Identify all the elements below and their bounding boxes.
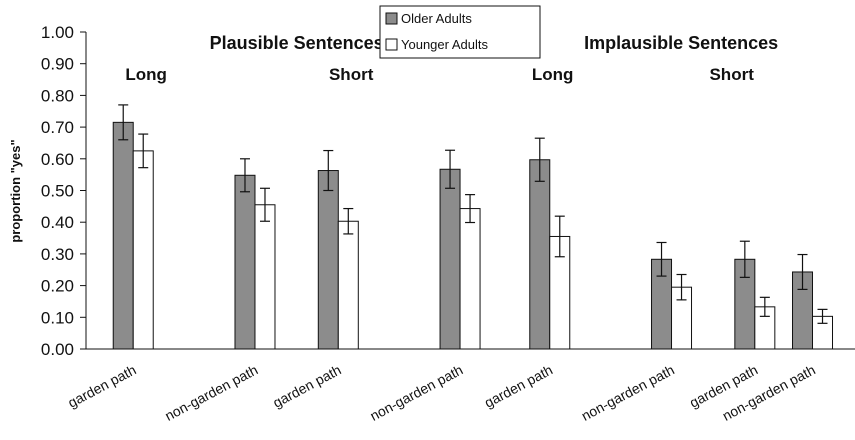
bar-older-3 xyxy=(439,168,461,350)
category-label: non-garden path xyxy=(579,362,677,424)
legend-label-younger-adults: Younger Adults xyxy=(401,37,488,52)
bar-younger-1 xyxy=(254,204,276,350)
bar-older-0 xyxy=(112,121,134,350)
y-tick-label: 0.10 xyxy=(41,308,74,327)
sub-label-short: Short xyxy=(329,65,374,84)
y-tick-label: 0.60 xyxy=(41,150,74,169)
y-tick-label: 0.50 xyxy=(41,182,74,201)
y-tick-label: 0.30 xyxy=(41,245,74,264)
y-tick-label: 0.90 xyxy=(41,55,74,74)
category-label: non-garden path xyxy=(367,362,465,424)
bar-younger-3 xyxy=(459,208,481,350)
legend-box xyxy=(379,5,541,59)
category-label: garden path xyxy=(482,362,555,411)
sub-label-short: Short xyxy=(709,65,754,84)
y-tick-label: 0.70 xyxy=(41,118,74,137)
y-tick-label: 0.40 xyxy=(41,213,74,232)
y-axis: 0.00 0.10 0.20 0.30 0.40 0.50 0.60 0.70 0.80 0.90… xyxy=(41,23,855,359)
category-label: non-garden path xyxy=(162,362,260,424)
error-bars xyxy=(118,104,828,324)
bar-younger-2 xyxy=(337,220,359,350)
bar-older-2 xyxy=(317,170,339,350)
category-label: garden path xyxy=(270,362,343,411)
bar-older-1 xyxy=(234,174,256,350)
y-tick-label: 0.20 xyxy=(41,277,74,296)
group-label-plausible: Plausible Sentences xyxy=(210,33,384,53)
x-axis-labels: garden path non-garden path garden path non… xyxy=(65,362,818,424)
legend-swatch-older-adults xyxy=(385,12,398,25)
group-label-implausible: Implausible Sentences xyxy=(584,33,778,53)
bar-younger-0 xyxy=(132,150,154,350)
y-axis-title: proportion "yes" xyxy=(8,139,23,242)
y-tick-label: 0.80 xyxy=(41,86,74,105)
category-label: garden path xyxy=(65,362,138,411)
bar-older-4 xyxy=(529,159,551,350)
y-tick-label: 0.00 xyxy=(41,340,74,359)
legend: Older Adults Younger Adults xyxy=(379,5,541,59)
bars xyxy=(112,121,834,350)
y-tick-label: 1.00 xyxy=(41,23,74,42)
legend-label-older-adults: Older Adults xyxy=(401,11,472,26)
sub-label-long: Long xyxy=(125,65,167,84)
legend-swatch-younger-adults xyxy=(385,38,398,51)
sub-label-long: Long xyxy=(532,65,574,84)
group-labels: Plausible Sentences Implausible Sentences… xyxy=(125,33,778,84)
